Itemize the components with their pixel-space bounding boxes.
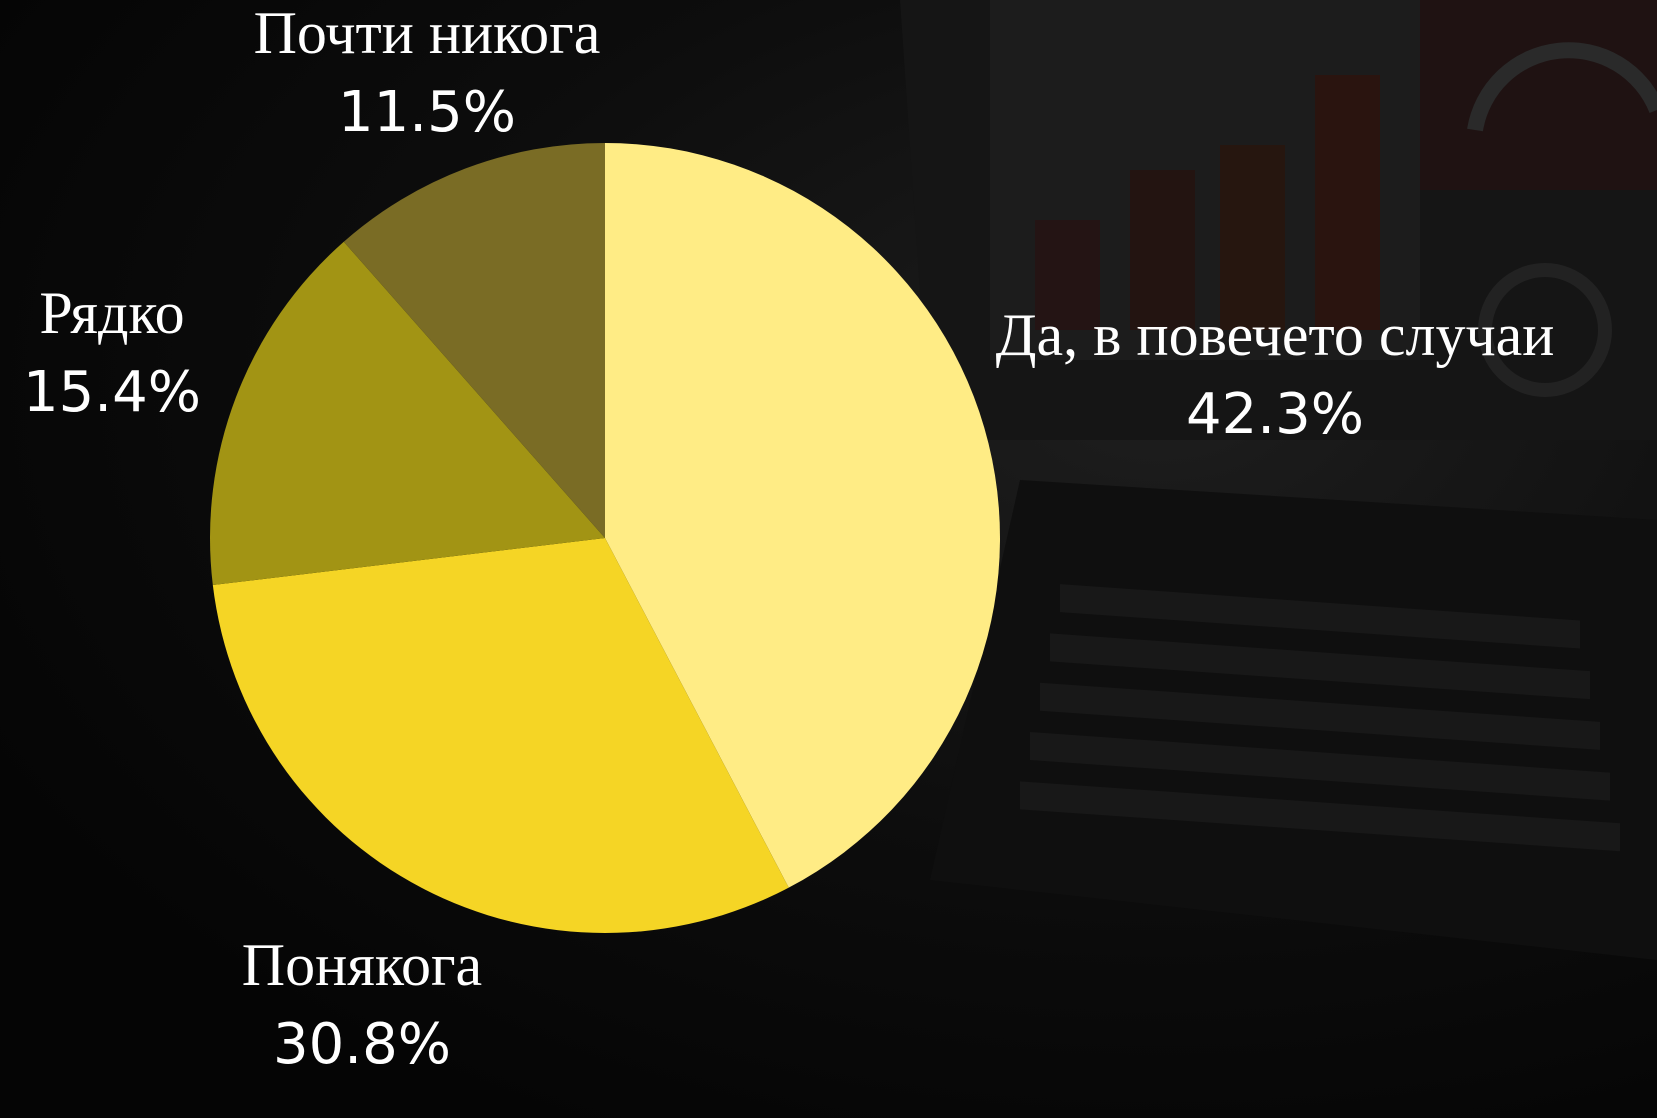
- dashboard-bar: [1035, 220, 1100, 330]
- slice-percentage-label: 15.4%: [23, 360, 201, 425]
- slice-label: Рядко: [39, 280, 184, 346]
- slice-label: Почти никога: [254, 0, 601, 66]
- dashboard-bar: [1220, 145, 1285, 330]
- dashboard-panel-red: [1420, 0, 1657, 190]
- pie-labels: Да, в повечето случаи 42.3% Понякога 30.8% Р…: [23, 0, 1554, 1077]
- pie-slice: [605, 143, 1001, 888]
- dashboard-bar: [1130, 170, 1195, 330]
- slice-percentage-label: 11.5%: [338, 80, 516, 145]
- dashboard-bar: [1315, 75, 1380, 330]
- pie-slice: [212, 538, 789, 934]
- pie-slice: [343, 143, 605, 538]
- slice-label: Понякога: [242, 932, 482, 998]
- pie-slice: [210, 241, 605, 586]
- slice-percentage-label: 42.3%: [1186, 382, 1364, 447]
- slice-percentage-label: 30.8%: [273, 1012, 451, 1077]
- dashboard-donut: [1478, 263, 1612, 397]
- pie-slices: [210, 143, 1001, 934]
- slice-label: Да, в повечето случаи: [996, 302, 1555, 368]
- dashboard-gauge: [1467, 42, 1657, 132]
- keyboard-keys: [1020, 584, 1620, 852]
